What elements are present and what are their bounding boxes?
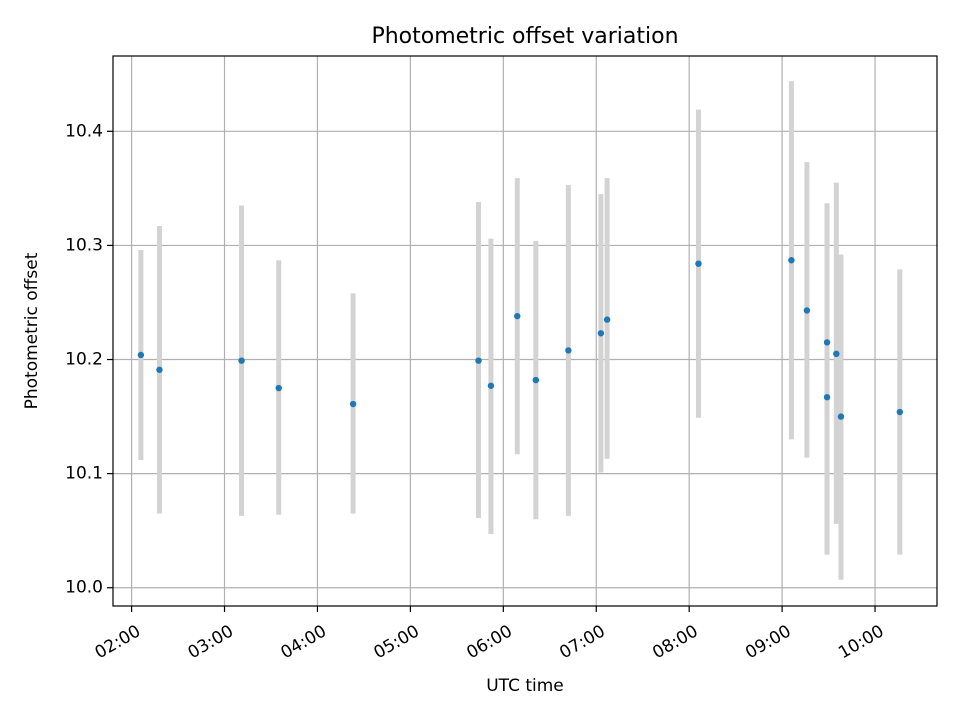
x-tick-label: 03:00 [185, 621, 237, 663]
x-tick-label: 10:00 [835, 621, 887, 663]
data-point [238, 357, 245, 364]
data-point [803, 307, 811, 314]
data-point [823, 339, 831, 346]
y-tick-label: 10.1 [65, 464, 103, 484]
y-tick-label: 10.2 [65, 350, 103, 370]
data-point [695, 260, 702, 267]
x-tick-label: 04:00 [278, 621, 330, 663]
data-points [137, 257, 904, 420]
x-axis-label: UTC time [486, 676, 564, 696]
data-point [896, 408, 904, 416]
y-tick-label: 10.4 [65, 121, 103, 141]
plot-frame [112, 55, 938, 607]
x-tick-label: 05:00 [370, 621, 422, 663]
error-bars [138, 81, 903, 580]
data-point [565, 347, 572, 354]
data-point [137, 351, 145, 359]
x-tick-label: 02:00 [92, 621, 144, 663]
grid-lines [113, 56, 937, 606]
data-point [156, 366, 163, 373]
data-point [837, 413, 845, 420]
y-tick-label: 10.0 [65, 578, 103, 598]
chart-title: Photometric offset variation [371, 24, 678, 49]
y-tick-label: 10.3 [65, 235, 103, 255]
data-point [788, 257, 795, 264]
x-tick-label: 09:00 [742, 621, 794, 663]
data-point [532, 376, 540, 384]
y-axis-label: Photometric offset [22, 252, 42, 409]
data-point [833, 350, 840, 358]
x-tick-label: 08:00 [649, 621, 701, 663]
data-point [823, 393, 831, 401]
data-point [275, 384, 282, 392]
data-point [349, 400, 357, 408]
data-point [603, 316, 611, 323]
x-tick-label: 06:00 [463, 621, 515, 663]
data-point [514, 312, 521, 320]
data-point [597, 330, 605, 337]
data-point [475, 357, 482, 364]
x-tick-label: 07:00 [556, 621, 608, 663]
data-point [487, 382, 495, 389]
